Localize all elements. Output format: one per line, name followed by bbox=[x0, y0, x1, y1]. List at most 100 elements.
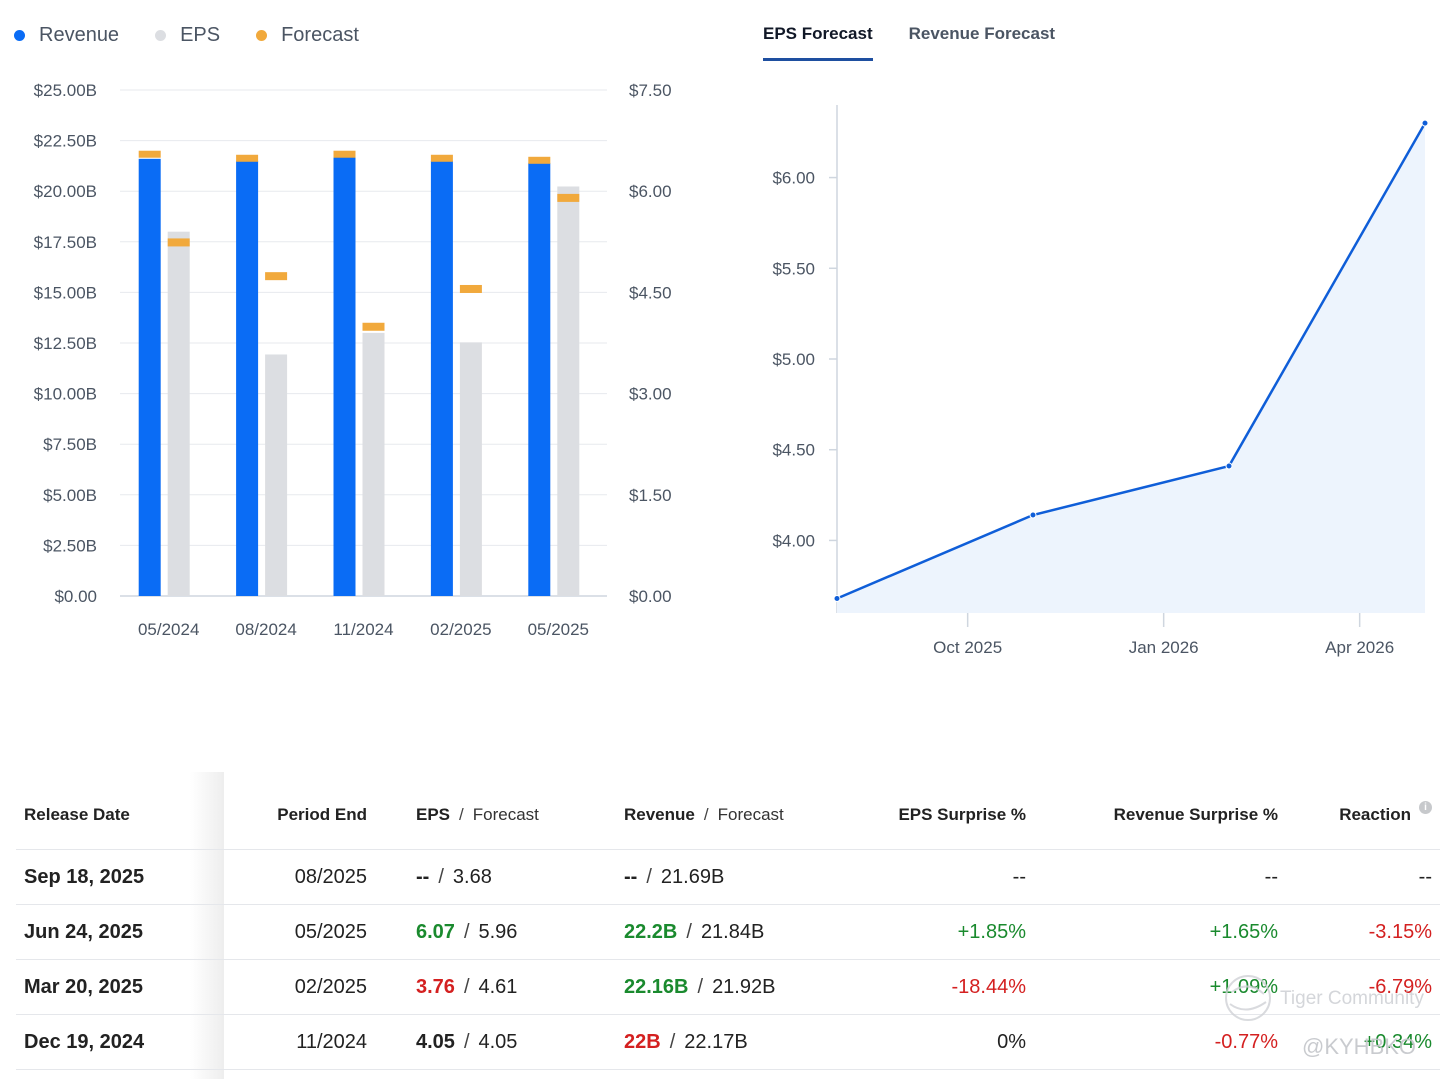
y-right-tick-label: $4.50 bbox=[629, 283, 672, 302]
separator: / bbox=[438, 865, 444, 888]
table-row[interactable]: Mar 20, 2025 02/2025 3.76 / 4.61 22.16B / 21.92… bbox=[16, 960, 1440, 1015]
eps-cell: -- / 3.68 bbox=[416, 850, 492, 904]
legend-label-eps: EPS bbox=[180, 24, 221, 46]
revenue-forecast-marker bbox=[138, 150, 161, 158]
reaction: -- bbox=[1418, 865, 1432, 888]
reaction: -6.79% bbox=[1368, 975, 1432, 998]
eps-surprise: 0% bbox=[997, 1030, 1026, 1053]
period-end: 08/2025 bbox=[294, 865, 367, 888]
eps-surprise: -18.44% bbox=[951, 975, 1027, 998]
period-end-cell: 08/2025 bbox=[295, 850, 367, 904]
y-tick-label: $5.00 bbox=[772, 350, 815, 369]
revenue-bar bbox=[430, 160, 453, 596]
reaction-cell: +0.34% bbox=[1364, 1015, 1432, 1069]
header-eps-surprise[interactable]: EPS Surprise % bbox=[898, 804, 1026, 824]
reaction: -3.15% bbox=[1368, 920, 1432, 943]
y-left-tick-label: $17.50B bbox=[34, 233, 97, 252]
y-left-tick-label: $25.00B bbox=[34, 81, 97, 100]
header-eps-forecast[interactable]: EPS / Forecast bbox=[416, 780, 539, 849]
eps-bar bbox=[362, 332, 385, 596]
eps-forecast-line bbox=[836, 122, 1427, 600]
table-row[interactable]: Jun 24, 2025 05/2025 6.07 / 5.96 22.2B / 21.84B… bbox=[16, 905, 1440, 960]
eps-bar bbox=[557, 186, 580, 596]
eps-actual: 3.76 bbox=[416, 975, 455, 998]
revenue-bar bbox=[333, 156, 356, 596]
y-left-tick-label: $5.00B bbox=[43, 486, 97, 505]
reaction-cell: -3.15% bbox=[1369, 905, 1432, 959]
header-forecast: Forecast bbox=[717, 804, 784, 824]
legend-item-revenue[interactable]: Revenue bbox=[14, 24, 119, 47]
eps-surprise: +1.85% bbox=[957, 920, 1026, 943]
chart-legend: Revenue EPS Forecast bbox=[14, 24, 359, 47]
revenue-forecast-marker bbox=[528, 156, 551, 164]
y-left-tick-label: $7.50B bbox=[43, 435, 97, 454]
reaction: +0.34% bbox=[1363, 1030, 1432, 1053]
eps-forecast: 4.61 bbox=[478, 975, 518, 998]
header-eps: EPS bbox=[416, 804, 451, 824]
x-tick-label: 08/2024 bbox=[235, 620, 296, 639]
header-period-end[interactable]: Period End bbox=[277, 804, 367, 824]
legend-label-forecast: Forecast bbox=[281, 24, 359, 46]
revenue-cell: 22.16B / 21.92B bbox=[624, 960, 775, 1014]
y-right-tick-label: $6.00 bbox=[629, 182, 672, 201]
x-tick-label: 05/2025 bbox=[528, 620, 589, 639]
separator: / bbox=[686, 920, 692, 943]
release-date: Dec 19, 2024 bbox=[24, 1030, 145, 1053]
table-row[interactable]: Sep 18, 2025 08/2025 --/3.68 --/21.69B -- -- -… bbox=[16, 850, 1440, 905]
y-left-tick-label: $0.00 bbox=[54, 587, 97, 606]
x-tick-label: 11/2024 bbox=[333, 620, 393, 639]
revenue-forecast-marker bbox=[236, 154, 259, 162]
header-revenue-surprise[interactable]: Revenue Surprise % bbox=[1113, 804, 1278, 824]
eps-forecast-marker bbox=[459, 284, 482, 293]
tab-revenue-forecast[interactable]: Revenue Forecast bbox=[908, 24, 1056, 43]
header-revenue-forecast[interactable]: Revenue / Forecast bbox=[624, 780, 784, 849]
separator: / bbox=[697, 975, 704, 998]
table-row[interactable]: Dec 19, 2024 11/2024 4.05 / 4.05 22B / 22.17B 0%… bbox=[16, 1015, 1440, 1070]
data-point bbox=[1225, 462, 1233, 470]
table-header-row: Release Date Period End EPS / Forecast R… bbox=[16, 780, 1440, 850]
revenue-cell: 22.2B / 21.84B bbox=[624, 905, 764, 959]
y-right-tick-label: $0.00 bbox=[629, 587, 672, 606]
header-reaction-label: Reaction bbox=[1339, 804, 1411, 824]
separator: / bbox=[463, 920, 470, 943]
x-tick-label: 05/2024 bbox=[138, 620, 199, 639]
revenue-actual: 22.2B bbox=[624, 920, 678, 943]
revenue-forecast: 21.69B bbox=[660, 865, 725, 888]
reaction-cell: -- bbox=[1419, 850, 1432, 904]
y-tick-label: $6.00 bbox=[772, 169, 815, 188]
x-tick-label: Oct 2025 bbox=[933, 638, 1002, 657]
earnings-table: Release Date Period End EPS / Forecast R… bbox=[16, 780, 1440, 1070]
eps-cell: 3.76 / 4.61 bbox=[416, 960, 517, 1014]
tab-eps-forecast[interactable]: EPS Forecast bbox=[763, 24, 873, 61]
y-tick-label: $4.50 bbox=[772, 441, 815, 460]
eps-forecast-area bbox=[837, 123, 1425, 613]
header-reaction[interactable]: Reaction i bbox=[1339, 780, 1432, 849]
y-tick-label: $4.00 bbox=[772, 531, 815, 550]
release-date-cell: Sep 18, 2025 bbox=[24, 850, 144, 904]
separator: / bbox=[669, 1030, 676, 1053]
header-separator: / bbox=[703, 804, 709, 824]
revenue-actual: 22.16B bbox=[624, 975, 689, 998]
eps-forecast: 3.68 bbox=[452, 865, 492, 888]
data-point bbox=[1029, 511, 1037, 519]
data-point bbox=[833, 594, 841, 602]
y-left-tick-label: $15.00B bbox=[34, 283, 97, 302]
eps-surprise: -- bbox=[1012, 865, 1026, 888]
legend-item-eps[interactable]: EPS bbox=[155, 24, 220, 47]
y-left-tick-label: $22.50B bbox=[34, 132, 97, 151]
info-icon[interactable]: i bbox=[1419, 801, 1432, 814]
x-tick-label: 02/2025 bbox=[430, 620, 491, 639]
period-end: 02/2025 bbox=[294, 975, 367, 998]
reaction-cell: -6.79% bbox=[1369, 960, 1432, 1014]
eps-actual: 4.05 bbox=[416, 1030, 455, 1053]
eps-forecast-marker bbox=[167, 238, 190, 247]
eps-surprise-cell: 0% bbox=[997, 1015, 1026, 1069]
y-right-tick-label: $7.50 bbox=[629, 81, 672, 100]
y-left-tick-label: $2.50B bbox=[43, 536, 97, 555]
eps-bar bbox=[459, 342, 482, 596]
y-tick-label: $5.50 bbox=[772, 259, 815, 278]
header-release-date[interactable]: Release Date bbox=[24, 804, 130, 824]
legend-item-forecast[interactable]: Forecast bbox=[256, 24, 359, 47]
data-point bbox=[1421, 119, 1429, 127]
revenue-bar bbox=[528, 162, 551, 596]
